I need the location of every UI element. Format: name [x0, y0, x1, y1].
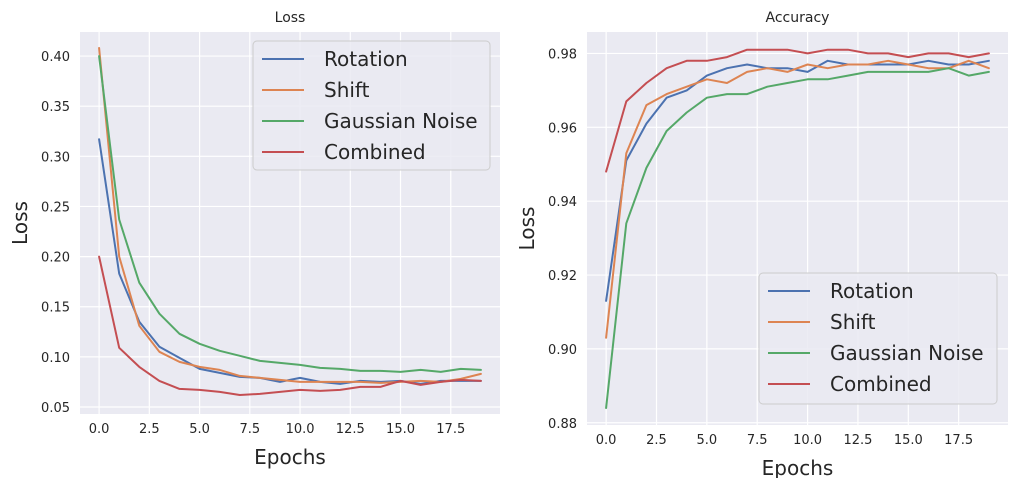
y-tick-label: 0.30 [41, 150, 70, 165]
y-tick-label: 0.25 [41, 200, 70, 215]
x-tick-label: 17.5 [436, 422, 465, 437]
x-tick-label: 2.5 [646, 433, 667, 448]
x-tick-label: 10.0 [286, 422, 315, 437]
loss-chart: 0.0 2.5 5.0 7.5 10.0 12.5 15.0 17.5 0.05 0.10 0.15… [8, 10, 500, 469]
legend [758, 272, 998, 405]
y-tick-label: 0.40 [41, 50, 70, 65]
y-tick-label: 0.92 [548, 269, 577, 284]
x-tick-label: 5.0 [697, 433, 718, 448]
y-tick-label: 0.88 [548, 417, 577, 432]
y-tick-label: 0.35 [41, 100, 70, 115]
legend-label-combined: Combined [324, 140, 426, 164]
x-tick-label: 5.0 [189, 422, 210, 437]
x-tick-label: 12.5 [843, 433, 872, 448]
x-tick-label: 0.0 [596, 433, 617, 448]
y-tick-label: 0.20 [41, 251, 70, 266]
chart-title: Loss [275, 10, 306, 26]
x-axis-label: Epochs [762, 456, 834, 478]
legend-label-shift: Shift [324, 78, 370, 102]
y-tick-label: 0.98 [548, 47, 577, 62]
legend-label-rotation: Rotation [830, 279, 914, 303]
series-line-combined [605, 48, 990, 173]
x-tick-label: 10.0 [793, 433, 822, 448]
series-line-rotation [605, 59, 990, 302]
x-tick-label: 2.5 [139, 422, 160, 437]
series-line-gaussian-noise [605, 67, 990, 409]
y-tick-label: 0.15 [41, 301, 70, 316]
series-line-shift [98, 47, 482, 384]
legend-label-rotation: Rotation [324, 47, 408, 71]
legend-label-shift: Shift [830, 310, 876, 334]
legend-label-combined: Combined [830, 372, 932, 396]
accuracy-chart: 0.0 2.5 5.0 7.5 10.0 12.5 15.0 17.5 0.88 0.90 0.92… [515, 10, 1008, 478]
legend-label-gaussian-noise: Gaussian Noise [324, 109, 478, 133]
legend [252, 40, 491, 171]
x-tick-label: 15.0 [386, 422, 415, 437]
legend-label-gaussian-noise: Gaussian Noise [830, 341, 984, 365]
series-line-gaussian-noise [98, 55, 482, 373]
chart-title: Accuracy [766, 10, 830, 26]
y-tick-label: 0.94 [548, 195, 577, 210]
y-tick-label: 0.05 [41, 401, 70, 416]
series-line-combined [98, 255, 482, 396]
x-tick-label: 7.5 [239, 422, 260, 437]
series-line-shift [605, 59, 990, 339]
x-tick-label: 15.0 [894, 433, 923, 448]
x-axis-label: Epochs [254, 445, 326, 469]
x-tick-label: 7.5 [747, 433, 768, 448]
y-tick-label: 0.96 [548, 121, 577, 136]
y-tick-label: 0.90 [548, 343, 577, 358]
y-tick-label: 0.10 [41, 351, 70, 366]
x-tick-label: 17.5 [944, 433, 973, 448]
y-axis-label: Loss [8, 201, 32, 245]
y-axis-label: Loss [515, 207, 539, 251]
x-tick-label: 12.5 [336, 422, 365, 437]
x-tick-label: 0.0 [89, 422, 110, 437]
